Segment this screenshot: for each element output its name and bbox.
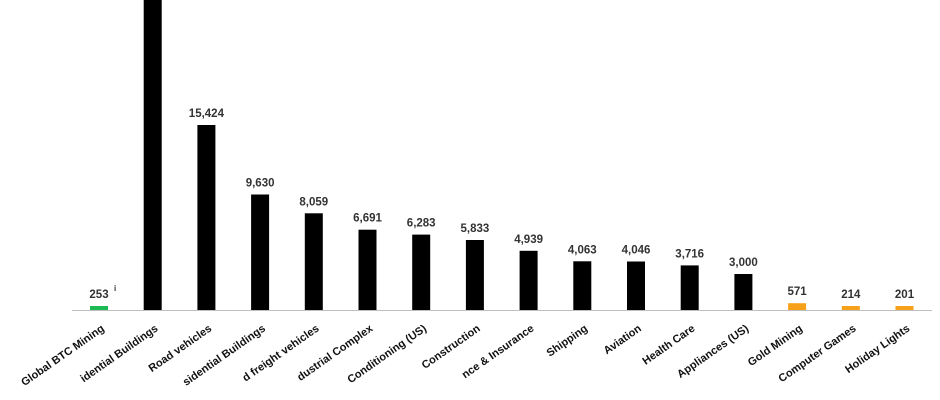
category-label-9: Shipping — [545, 323, 590, 360]
bar-13 — [788, 303, 807, 310]
bar-11 — [680, 265, 699, 310]
bar-8 — [519, 250, 538, 310]
value-label-4: 8,059 — [299, 196, 328, 208]
value-label-15: 201 — [895, 289, 915, 301]
value-label-13: 571 — [788, 286, 808, 298]
bar-10 — [627, 261, 645, 310]
bar-5 — [358, 229, 377, 310]
value-label-0: 253 — [89, 289, 108, 301]
bar-3 — [251, 194, 270, 310]
value-label-11: 3,716 — [675, 248, 704, 260]
value-label-9: 4,063 — [568, 244, 597, 256]
value-label-14: 214 — [841, 289, 861, 301]
value-label-5: 6,691 — [353, 213, 382, 225]
value-label-7: 5,833 — [461, 223, 490, 235]
value-label-10: 4,046 — [622, 245, 651, 257]
value-label-8: 4,939 — [514, 234, 543, 246]
value-label-3: 9,630 — [246, 178, 275, 190]
bar-4 — [304, 213, 323, 310]
bar-2 — [197, 125, 216, 310]
value-label-12: 3,000 — [729, 257, 758, 269]
bar-14 — [841, 306, 860, 310]
bar-12 — [734, 274, 753, 310]
bar-7 — [465, 240, 484, 310]
category-label-10: Aviation — [602, 322, 644, 357]
bar-15 — [895, 306, 914, 310]
annotation-0: i — [114, 284, 116, 293]
value-label-2: 15,424 — [189, 108, 225, 120]
bar-9 — [573, 261, 592, 310]
bar-1 — [143, 0, 162, 310]
value-label-6: 6,283 — [407, 218, 436, 230]
bar-0 — [90, 306, 108, 310]
bar-6 — [412, 234, 431, 310]
